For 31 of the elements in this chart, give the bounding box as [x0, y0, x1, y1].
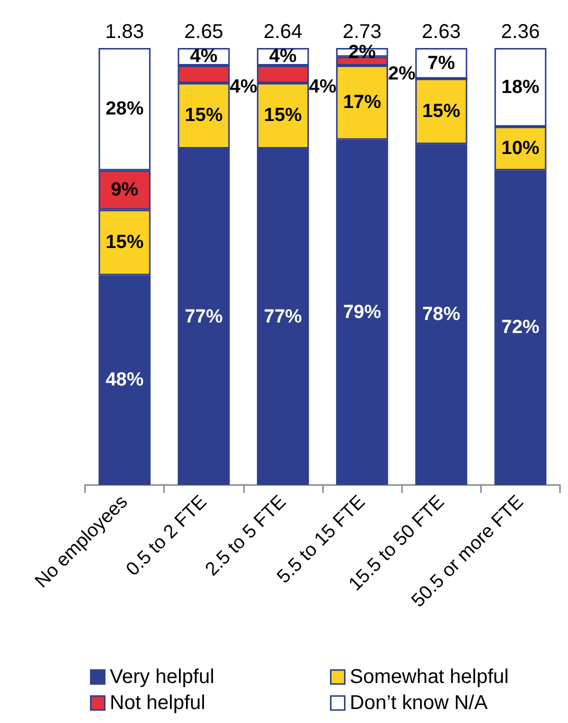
- data-label: 15%: [106, 232, 144, 253]
- data-label: 48%: [106, 370, 144, 391]
- legend-label: Very helpful: [110, 666, 214, 688]
- annotation: 2.36: [500, 21, 540, 43]
- data-label: 18%: [501, 76, 540, 98]
- data-label: 9%: [110, 180, 138, 201]
- annotation: 2.65: [184, 21, 224, 43]
- data-label: 2%: [388, 64, 416, 85]
- annotation: 2.73: [342, 21, 382, 43]
- data-label: 4%: [190, 46, 218, 68]
- data-label: 17%: [343, 92, 382, 114]
- data-label: 72%: [501, 317, 540, 338]
- annotation: 2.64: [263, 21, 302, 43]
- data-label: 4%: [269, 46, 297, 68]
- data-label: 15%: [422, 100, 460, 122]
- data-label: 28%: [106, 98, 144, 120]
- data-label: 79%: [343, 302, 382, 323]
- data-label: 7%: [428, 52, 456, 74]
- data-label: 4%: [230, 76, 258, 98]
- annotation: 2.63: [422, 21, 461, 43]
- annotation: 1.83: [105, 21, 144, 43]
- data-label: 77%: [184, 306, 223, 328]
- legend-label: Not helpful: [110, 692, 206, 714]
- data-label: 77%: [264, 306, 302, 328]
- legend-label: Somewhat helpful: [350, 666, 509, 688]
- data-label: 4%: [308, 76, 336, 98]
- legend-label: Don’t know N/A: [350, 692, 488, 714]
- data-label: 78%: [422, 304, 460, 326]
- data-label: 10%: [501, 138, 540, 160]
- data-label: 15%: [264, 105, 302, 126]
- data-label: 15%: [184, 105, 223, 126]
